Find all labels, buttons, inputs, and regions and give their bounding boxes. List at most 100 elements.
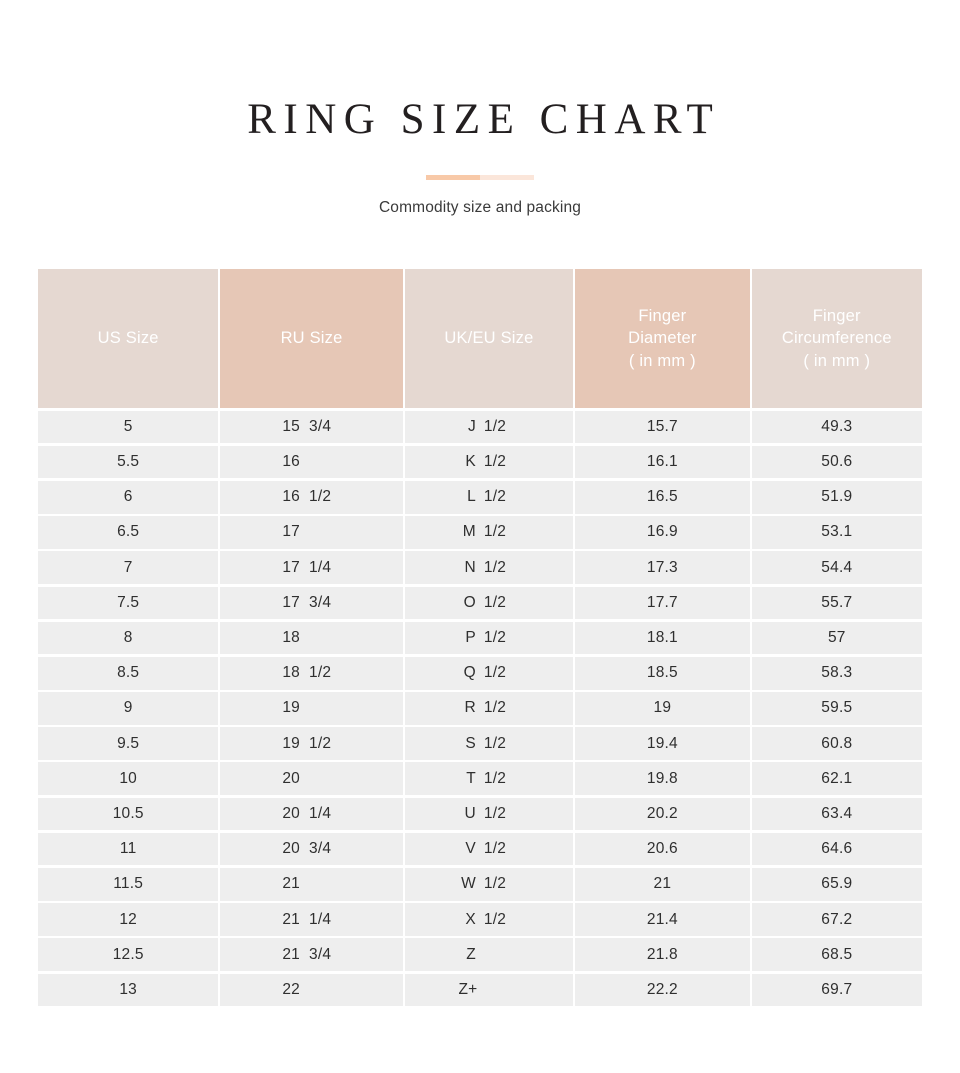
row-gap (38, 1006, 922, 1009)
cell-ru-size: 18 (220, 621, 403, 655)
column-gap (749, 903, 752, 936)
cell-uk-eu-size: T 1/2 (404, 762, 574, 796)
table-row: 12.5 21 3/4 Z 21.8 68.5 (38, 938, 922, 971)
cell-ru-size-base: 20 (282, 804, 301, 822)
column-gap (402, 586, 405, 620)
cell-uk-eu-size-fraction: 1/2 (483, 804, 507, 822)
cell-ru-size-value: 21 (274, 875, 349, 893)
cell-ru-size-value: 19 (274, 699, 349, 717)
column-header-ru-size: RU Size (220, 269, 403, 408)
column-gap (218, 621, 221, 655)
cell-ru-size: 21 3/4 (220, 938, 403, 971)
cell-finger-diameter: 18.1 (575, 621, 750, 655)
cell-us-size: 5.5 (38, 445, 219, 479)
cell-uk-eu-size-fraction: 1/2 (483, 664, 507, 682)
cell-uk-eu-size-value: T 1/2 (460, 770, 518, 788)
column-gap (402, 269, 405, 408)
row-gap (38, 619, 922, 622)
cell-ru-size: 21 1/4 (220, 903, 403, 936)
cell-finger-diameter: 21.8 (575, 938, 750, 971)
column-gap (402, 797, 405, 831)
cell-finger-diameter: 18.5 (575, 656, 750, 690)
table-row: 5.5 16 K 1/2 16.1 50.6 (38, 445, 922, 479)
cell-ru-size-fraction: 1/2 (309, 664, 332, 682)
cell-uk-eu-size-value: S 1/2 (460, 735, 518, 753)
cell-ru-size: 20 1/4 (220, 797, 403, 831)
cell-uk-eu-size-fraction: 1/2 (483, 734, 507, 752)
column-gap (573, 938, 576, 971)
column-header-us-size: US Size (38, 269, 219, 408)
cell-ru-size: 17 3/4 (220, 586, 403, 620)
row-gap (38, 689, 922, 693)
column-gap (402, 868, 405, 901)
table-row: 7.5 17 3/4 O 1/2 17.7 55.7 (38, 586, 922, 620)
column-gap (749, 551, 752, 584)
cell-finger-circumference: 62.1 (751, 762, 922, 796)
cell-ru-size-base: 16 (282, 488, 301, 506)
cell-ru-size-base: 15 (282, 417, 301, 435)
cell-uk-eu-size-value: Q 1/2 (460, 664, 518, 682)
column-gap (402, 692, 405, 725)
cell-uk-eu-size-fraction: 1/2 (483, 840, 507, 858)
cell-uk-eu-size-base: Z+ (458, 980, 478, 998)
cell-finger-circumference: 60.8 (751, 727, 922, 760)
cell-ru-size: 20 (220, 762, 403, 796)
column-gap (573, 656, 576, 690)
table-header-row: US Size RU Size UK/EU Size Finger Diamet… (38, 269, 922, 408)
cell-finger-circumference: 55.7 (751, 586, 922, 620)
cell-uk-eu-size-base: S (465, 734, 476, 752)
cell-uk-eu-size-base: T (466, 769, 476, 787)
cell-uk-eu-size-value: X 1/2 (460, 911, 518, 929)
column-gap (749, 516, 752, 549)
cell-ru-size: 19 (220, 692, 403, 725)
cell-finger-circumference: 57 (751, 621, 922, 655)
cell-ru-size-fraction: 3/4 (309, 840, 332, 858)
cell-finger-diameter: 20.6 (575, 832, 750, 866)
cell-uk-eu-size: J 1/2 (404, 410, 574, 444)
column-gap (402, 832, 405, 866)
cell-ru-size-base: 17 (282, 523, 301, 541)
cell-ru-size: 16 1/2 (220, 480, 403, 514)
cell-us-size: 10 (38, 762, 219, 796)
cell-uk-eu-size-fraction: 1/2 (483, 593, 507, 611)
row-gap (38, 724, 922, 728)
column-gap (749, 480, 752, 514)
column-gap (749, 445, 752, 479)
row-gap (38, 654, 922, 657)
row-gap (38, 865, 922, 869)
cell-us-size: 11 (38, 832, 219, 866)
row-gap (38, 408, 922, 411)
column-gap (573, 621, 576, 655)
cell-ru-size-value: 16 1/2 (274, 488, 349, 506)
cell-uk-eu-size: K 1/2 (404, 445, 574, 479)
cell-ru-size-base: 17 (282, 558, 301, 576)
cell-uk-eu-size: O 1/2 (404, 586, 574, 620)
cell-finger-circumference: 49.3 (751, 410, 922, 444)
cell-ru-size-value: 19 1/2 (274, 735, 349, 753)
column-gap (218, 551, 221, 584)
cell-finger-diameter: 19 (575, 692, 750, 725)
cell-ru-size: 17 1/4 (220, 551, 403, 584)
cell-uk-eu-size: Z (404, 938, 574, 971)
cell-ru-size-value: 21 3/4 (274, 946, 349, 964)
table-row: 11 20 3/4 V 1/2 20.6 64.6 (38, 832, 922, 866)
cell-uk-eu-size-fraction: 1/2 (483, 523, 507, 541)
column-gap (402, 621, 405, 655)
column-gap (218, 868, 221, 901)
column-gap (402, 903, 405, 936)
cell-us-size: 6.5 (38, 516, 219, 549)
column-gap (402, 973, 405, 1007)
cell-uk-eu-size-value: O 1/2 (460, 594, 518, 612)
cell-ru-size-value: 18 (274, 629, 349, 647)
table-row: 8 18 P 1/2 18.1 57 (38, 621, 922, 655)
column-gap (402, 551, 405, 584)
cell-us-size: 8 (38, 621, 219, 655)
cell-uk-eu-size-fraction: 1/2 (483, 488, 507, 506)
column-gap (749, 868, 752, 901)
cell-ru-size-base: 21 (282, 945, 301, 963)
column-header-line1: RU Size (280, 329, 343, 348)
column-gap (573, 973, 576, 1007)
column-gap (573, 516, 576, 549)
cell-finger-diameter: 16.5 (575, 480, 750, 514)
row-gap (38, 830, 922, 833)
